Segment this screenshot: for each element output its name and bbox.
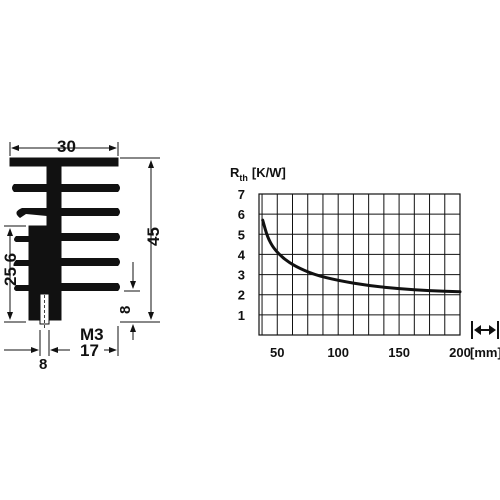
chart-ylabel-sub: th xyxy=(239,173,248,183)
heatsink-fin-right-4 xyxy=(61,258,120,266)
rth-chart: 1 2 3 4 5 6 7 50 100 150 200 xyxy=(238,187,471,360)
dim-thread-label: M3 xyxy=(80,325,104,344)
heatsink-fin-right-5 xyxy=(61,283,120,291)
heatsink-fin-right-1 xyxy=(61,184,120,192)
chart-x-tick-label: 100 xyxy=(327,345,349,360)
chart-y-tick-label: 1 xyxy=(238,308,245,323)
dim-width-label: 30 xyxy=(57,137,76,156)
dim-bottom-left-label: 8 xyxy=(39,356,47,373)
chart-y-tick-label: 3 xyxy=(238,268,245,283)
heatsink-fin-left-1 xyxy=(12,184,47,192)
dim-bottom-right-label: 8 xyxy=(117,306,134,314)
chart-y-tick-label: 2 xyxy=(238,288,245,303)
chart-y-tick-label: 6 xyxy=(238,207,245,222)
chart-x-unit: [mm] xyxy=(470,345,500,360)
chart-x-tick-label: 150 xyxy=(388,345,410,360)
chart-ylabel-main: R xyxy=(230,165,240,180)
heatsink-fin-right-3 xyxy=(61,233,120,241)
heatsink-fin-right-2 xyxy=(61,208,120,216)
heatsink-fin-left-2 xyxy=(16,208,47,218)
chart-ylabel: Rth [K/W] xyxy=(230,165,286,183)
heatsink-drawing xyxy=(9,157,120,328)
dim-height-label: 45 xyxy=(144,227,163,246)
chart-x-tick-label: 50 xyxy=(270,345,284,360)
chart-y-tick-label: 4 xyxy=(238,247,246,262)
heatsink-slot xyxy=(39,293,50,325)
length-arrow-icon xyxy=(471,321,499,339)
heatsink-fin-left-5 xyxy=(14,285,29,291)
chart-series-line xyxy=(261,218,462,294)
chart-ylabel-unit: [K/W] xyxy=(252,165,286,180)
dimension-arrowheads xyxy=(7,145,154,353)
heatsink-fin-left-3 xyxy=(14,236,29,242)
dim-hole-height-label: 25,6 xyxy=(1,253,20,286)
chart-y-tick-label: 5 xyxy=(238,227,245,242)
heatsink-top-plate xyxy=(9,157,119,167)
dimension-lines xyxy=(4,142,160,356)
dim-bottom-mid-label: 17 xyxy=(80,341,99,360)
chart-x-tick-label: 200 xyxy=(449,345,471,360)
chart-y-tick-label: 7 xyxy=(238,187,245,202)
heatsink-fin-left-4 xyxy=(14,260,29,266)
